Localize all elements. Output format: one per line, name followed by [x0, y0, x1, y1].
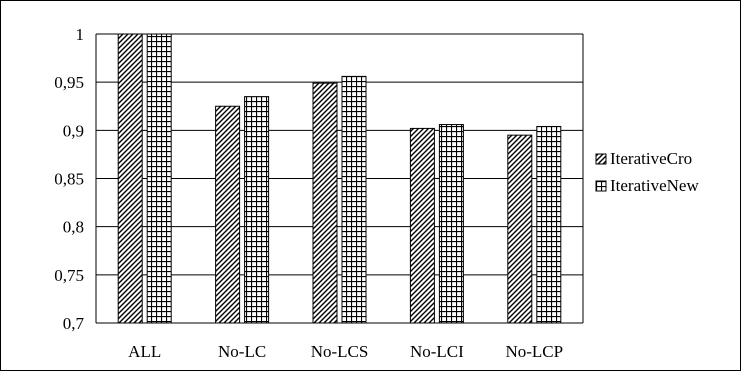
- x-tick-label: No-LCP: [505, 342, 563, 361]
- bar-iterativenew-no-lci: [438, 124, 464, 324]
- y-tick-label: 0,8: [63, 218, 84, 237]
- y-tick-label: 0,95: [54, 73, 84, 92]
- y-tick-label: 0,85: [54, 170, 84, 189]
- x-tick-label: No-LCS: [311, 342, 369, 361]
- x-tick-label: No-LC: [218, 342, 266, 361]
- y-tick-label: 0,7: [63, 314, 85, 333]
- bar-iterativenew-no-lcs: [341, 75, 367, 324]
- gridlines: [96, 33, 583, 324]
- x-tick-label: ALL: [128, 342, 161, 361]
- bar-iterativecro-no-lc: [215, 105, 241, 324]
- legend-swatch: [595, 180, 607, 192]
- bar-iterativecro-all: [117, 33, 143, 324]
- legend: IterativeCro IterativeNew: [595, 149, 699, 195]
- axes: [95, 34, 584, 324]
- x-axis-tick-labels: ALL No-LC No-LCS No-LCI No-LCP: [128, 342, 563, 361]
- x-tick-label: No-LCI: [410, 342, 464, 361]
- y-axis-tick-labels: 0,7 0,75 0,8 0,85 0,9 0,95 1: [54, 25, 84, 333]
- bar-iterativenew-no-lc: [244, 96, 270, 324]
- bar-iterativecro-no-lci: [409, 127, 435, 324]
- bar-iterativenew-no-lcp: [536, 125, 562, 324]
- y-tick-label: 1: [76, 25, 85, 44]
- y-tick-label: 0,9: [63, 121, 84, 140]
- legend-label: IterativeCro: [610, 149, 692, 168]
- bar-iterativenew-all: [146, 33, 172, 324]
- bar-iterativecro-no-lcp: [507, 134, 533, 324]
- bars: [117, 33, 562, 324]
- legend-label: IterativeNew: [610, 176, 699, 195]
- bar-iterativecro-no-lcs: [312, 82, 338, 324]
- legend-swatch: [595, 153, 607, 165]
- y-tick-label: 0,75: [54, 266, 84, 285]
